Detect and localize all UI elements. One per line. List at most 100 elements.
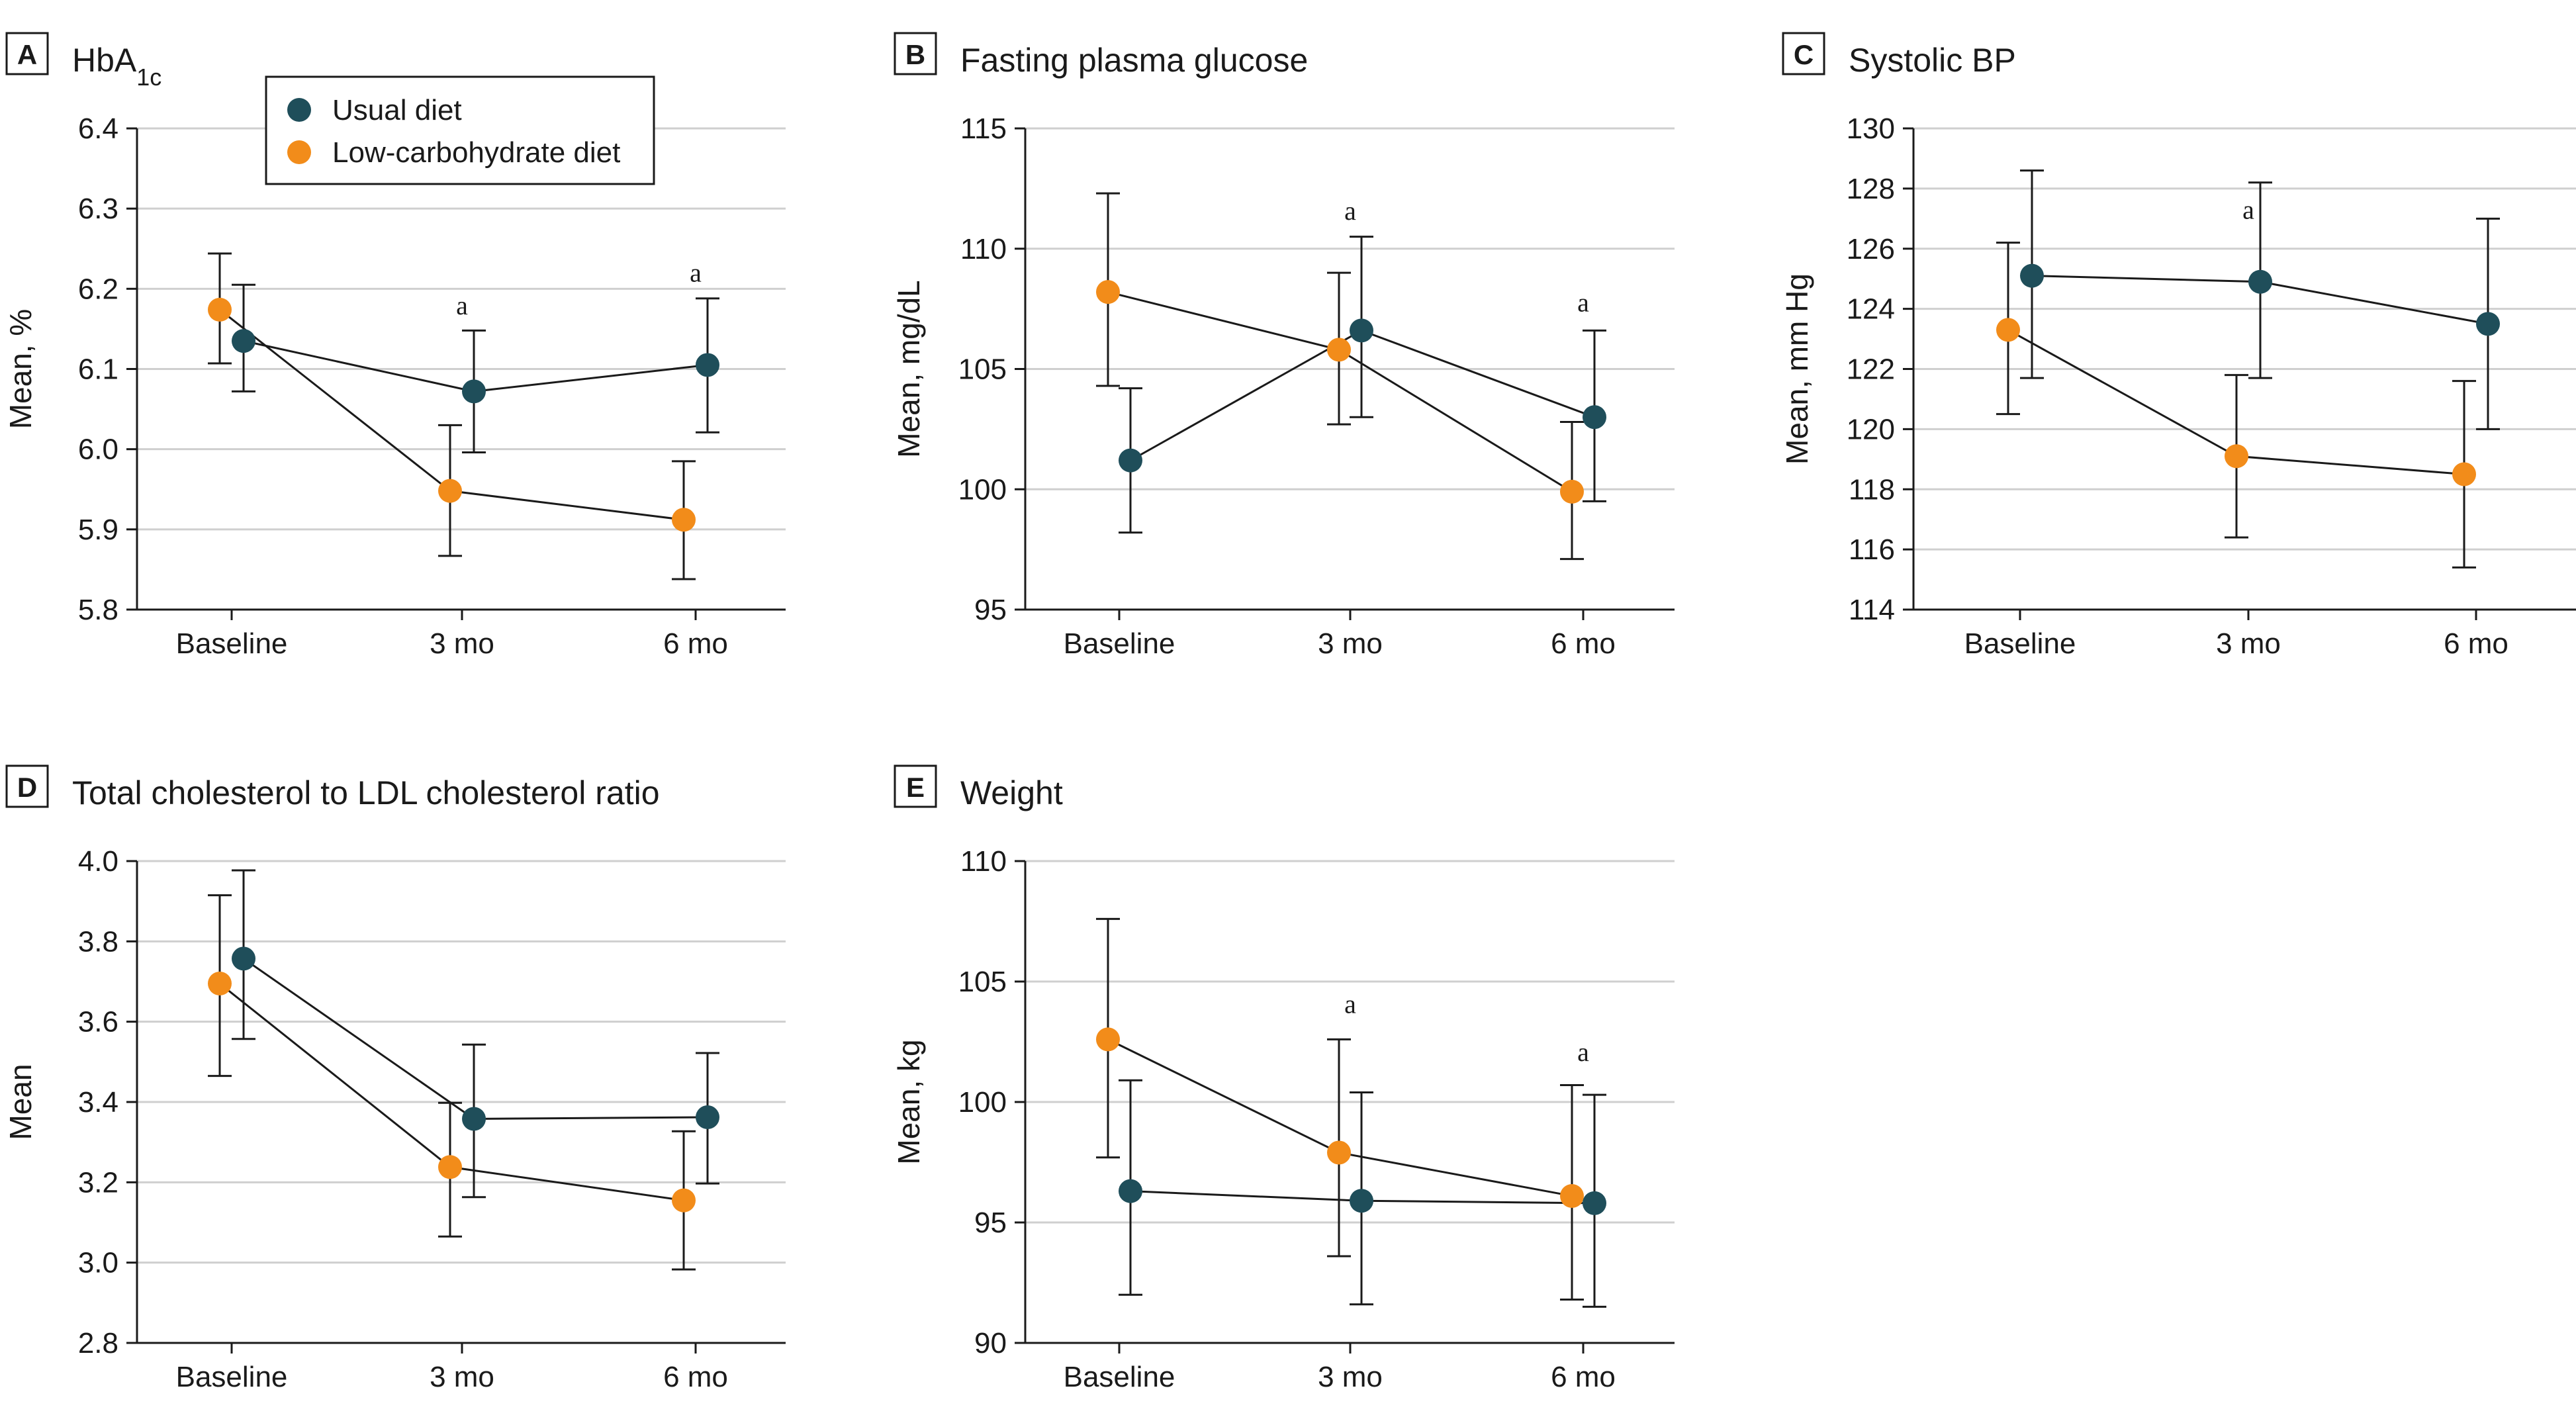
x-tick-label: 6 mo <box>1551 627 1616 660</box>
y-tick-label: 3.0 <box>78 1247 118 1279</box>
data-point-usual-diet <box>232 946 255 971</box>
y-tick-label: 126 <box>1847 233 1895 265</box>
significance-marker: a <box>1577 287 1589 317</box>
panel-letter-box <box>894 32 937 75</box>
legend-label: Low-carbohydrate diet <box>332 136 620 169</box>
x-tick-label: Baseline <box>176 1361 288 1393</box>
x-tick-label: Baseline <box>1964 627 2076 660</box>
y-tick-label: 105 <box>958 353 1007 386</box>
y-tick-label: 95 <box>974 594 1007 626</box>
panel-letter: C <box>1794 39 1814 70</box>
y-tick-label: 110 <box>960 233 1007 265</box>
y-tick-label: 6.0 <box>78 434 118 466</box>
significance-marker: a <box>1577 1037 1589 1067</box>
x-tick-label: 6 mo <box>1551 1361 1616 1393</box>
y-tick-label: 4.0 <box>78 845 118 878</box>
data-point-usual-diet <box>1583 1191 1606 1215</box>
panel-letter-box <box>5 32 49 75</box>
panel-title: HbA1c <box>72 42 161 91</box>
data-point-usual-diet <box>232 329 255 353</box>
x-tick-label: 3 mo <box>430 627 494 660</box>
data-point-low-carb-diet <box>2452 462 2476 486</box>
panel-title: Weight <box>960 774 1063 811</box>
y-tick-label: 105 <box>958 966 1007 998</box>
data-point-usual-diet <box>1583 405 1606 430</box>
x-tick-label: 3 mo <box>2216 627 2281 660</box>
data-point-usual-diet <box>696 353 719 377</box>
y-tick-label: 95 <box>974 1207 1007 1239</box>
legend-marker <box>287 140 311 164</box>
y-tick-label: 6.1 <box>78 353 118 386</box>
y-axis-label: Mean <box>3 1064 38 1140</box>
chart-panel-d: 2.8 3.0 3.2 3.4 3.6 3.8 4.0 Baseline 3 mo 6 mo Mea… <box>3 764 786 1393</box>
y-tick-label: 5.9 <box>78 514 118 546</box>
significance-marker: a <box>690 257 702 287</box>
y-tick-label: 128 <box>1847 173 1895 205</box>
data-point-usual-diet <box>1119 1179 1142 1203</box>
panel-letter: E <box>906 772 925 803</box>
legend-label: Usual diet <box>332 94 462 126</box>
data-point-low-carb-diet <box>1096 280 1120 304</box>
y-axis-label: Mean, % <box>3 309 38 430</box>
x-tick-label: 3 mo <box>1318 627 1383 660</box>
significance-marker: a <box>1344 196 1356 226</box>
y-axis-label: Mean, mm Hg <box>1780 273 1814 465</box>
y-axis-label: Mean, mg/dL <box>892 280 926 457</box>
data-point-usual-diet <box>462 1107 486 1131</box>
y-tick-label: 114 <box>1849 594 1895 626</box>
y-tick-label: 122 <box>1847 353 1895 386</box>
y-tick-label: 130 <box>1847 113 1895 145</box>
x-tick-label: 6 mo <box>2444 627 2508 660</box>
data-point-low-carb-diet <box>208 297 232 322</box>
y-tick-label: 118 <box>1849 473 1895 506</box>
data-point-low-carb-diet <box>2225 444 2248 469</box>
panel-title: Fasting plasma glucose <box>960 42 1308 79</box>
y-tick-label: 2.8 <box>78 1327 118 1359</box>
y-tick-label: 100 <box>958 1086 1007 1119</box>
data-point-low-carb-diet <box>438 1155 462 1179</box>
x-tick-label: Baseline <box>176 627 288 660</box>
significance-marker: a <box>2242 195 2254 224</box>
significance-marker: a <box>1344 989 1356 1019</box>
data-point-low-carb-diet <box>1327 1140 1351 1165</box>
chart-panel-b: 95 100 105 110 115 Baseline 3 mo 6 mo Mean, mg/d… <box>892 32 1675 660</box>
panel-letter-box <box>894 764 937 808</box>
panel-letter-box <box>5 764 49 808</box>
x-tick-label: Baseline <box>1064 627 1175 660</box>
data-point-usual-diet <box>2476 312 2500 336</box>
significance-marker: a <box>456 291 468 320</box>
chart-panel-e: 90 95 100 105 110 Baseline 3 mo 6 mo Mean, kg E We… <box>892 764 1675 1393</box>
panel-letter: B <box>905 39 925 70</box>
y-tick-label: 110 <box>960 845 1007 878</box>
y-tick-label: 3.4 <box>78 1086 118 1119</box>
x-tick-label: Baseline <box>1064 1361 1175 1393</box>
y-tick-label: 90 <box>974 1327 1007 1359</box>
panel-title: Total cholesterol to LDL cholesterol rat… <box>72 774 660 811</box>
legend-box <box>265 75 655 185</box>
y-tick-label: 100 <box>958 473 1007 506</box>
x-tick-label: 3 mo <box>1318 1361 1383 1393</box>
data-point-low-carb-diet <box>1560 1183 1584 1208</box>
data-point-low-carb-diet <box>438 479 462 503</box>
data-point-low-carb-diet <box>1560 479 1584 504</box>
x-tick-label: 3 mo <box>430 1361 494 1393</box>
y-tick-label: 3.2 <box>78 1166 118 1199</box>
data-point-usual-diet <box>1350 1189 1373 1213</box>
data-point-usual-diet <box>1119 448 1142 473</box>
data-point-low-carb-diet <box>1996 318 2020 342</box>
data-point-low-carb-diet <box>1327 338 1351 362</box>
legend: Usual diet Low-carbohydrate diet <box>265 75 655 185</box>
data-point-low-carb-diet <box>1096 1027 1120 1052</box>
data-point-low-carb-diet <box>672 508 696 532</box>
x-tick-label: 6 mo <box>663 1361 728 1393</box>
y-tick-label: 6.2 <box>78 273 118 305</box>
y-tick-label: 3.6 <box>78 1006 118 1038</box>
panel-letter-box <box>1782 32 1825 75</box>
data-point-usual-diet <box>1350 318 1373 343</box>
y-tick-label: 6.3 <box>78 193 118 225</box>
y-tick-label: 115 <box>960 113 1007 145</box>
panel-letter: D <box>17 772 37 803</box>
data-point-usual-diet <box>696 1105 719 1130</box>
y-tick-label: 6.4 <box>78 113 118 145</box>
